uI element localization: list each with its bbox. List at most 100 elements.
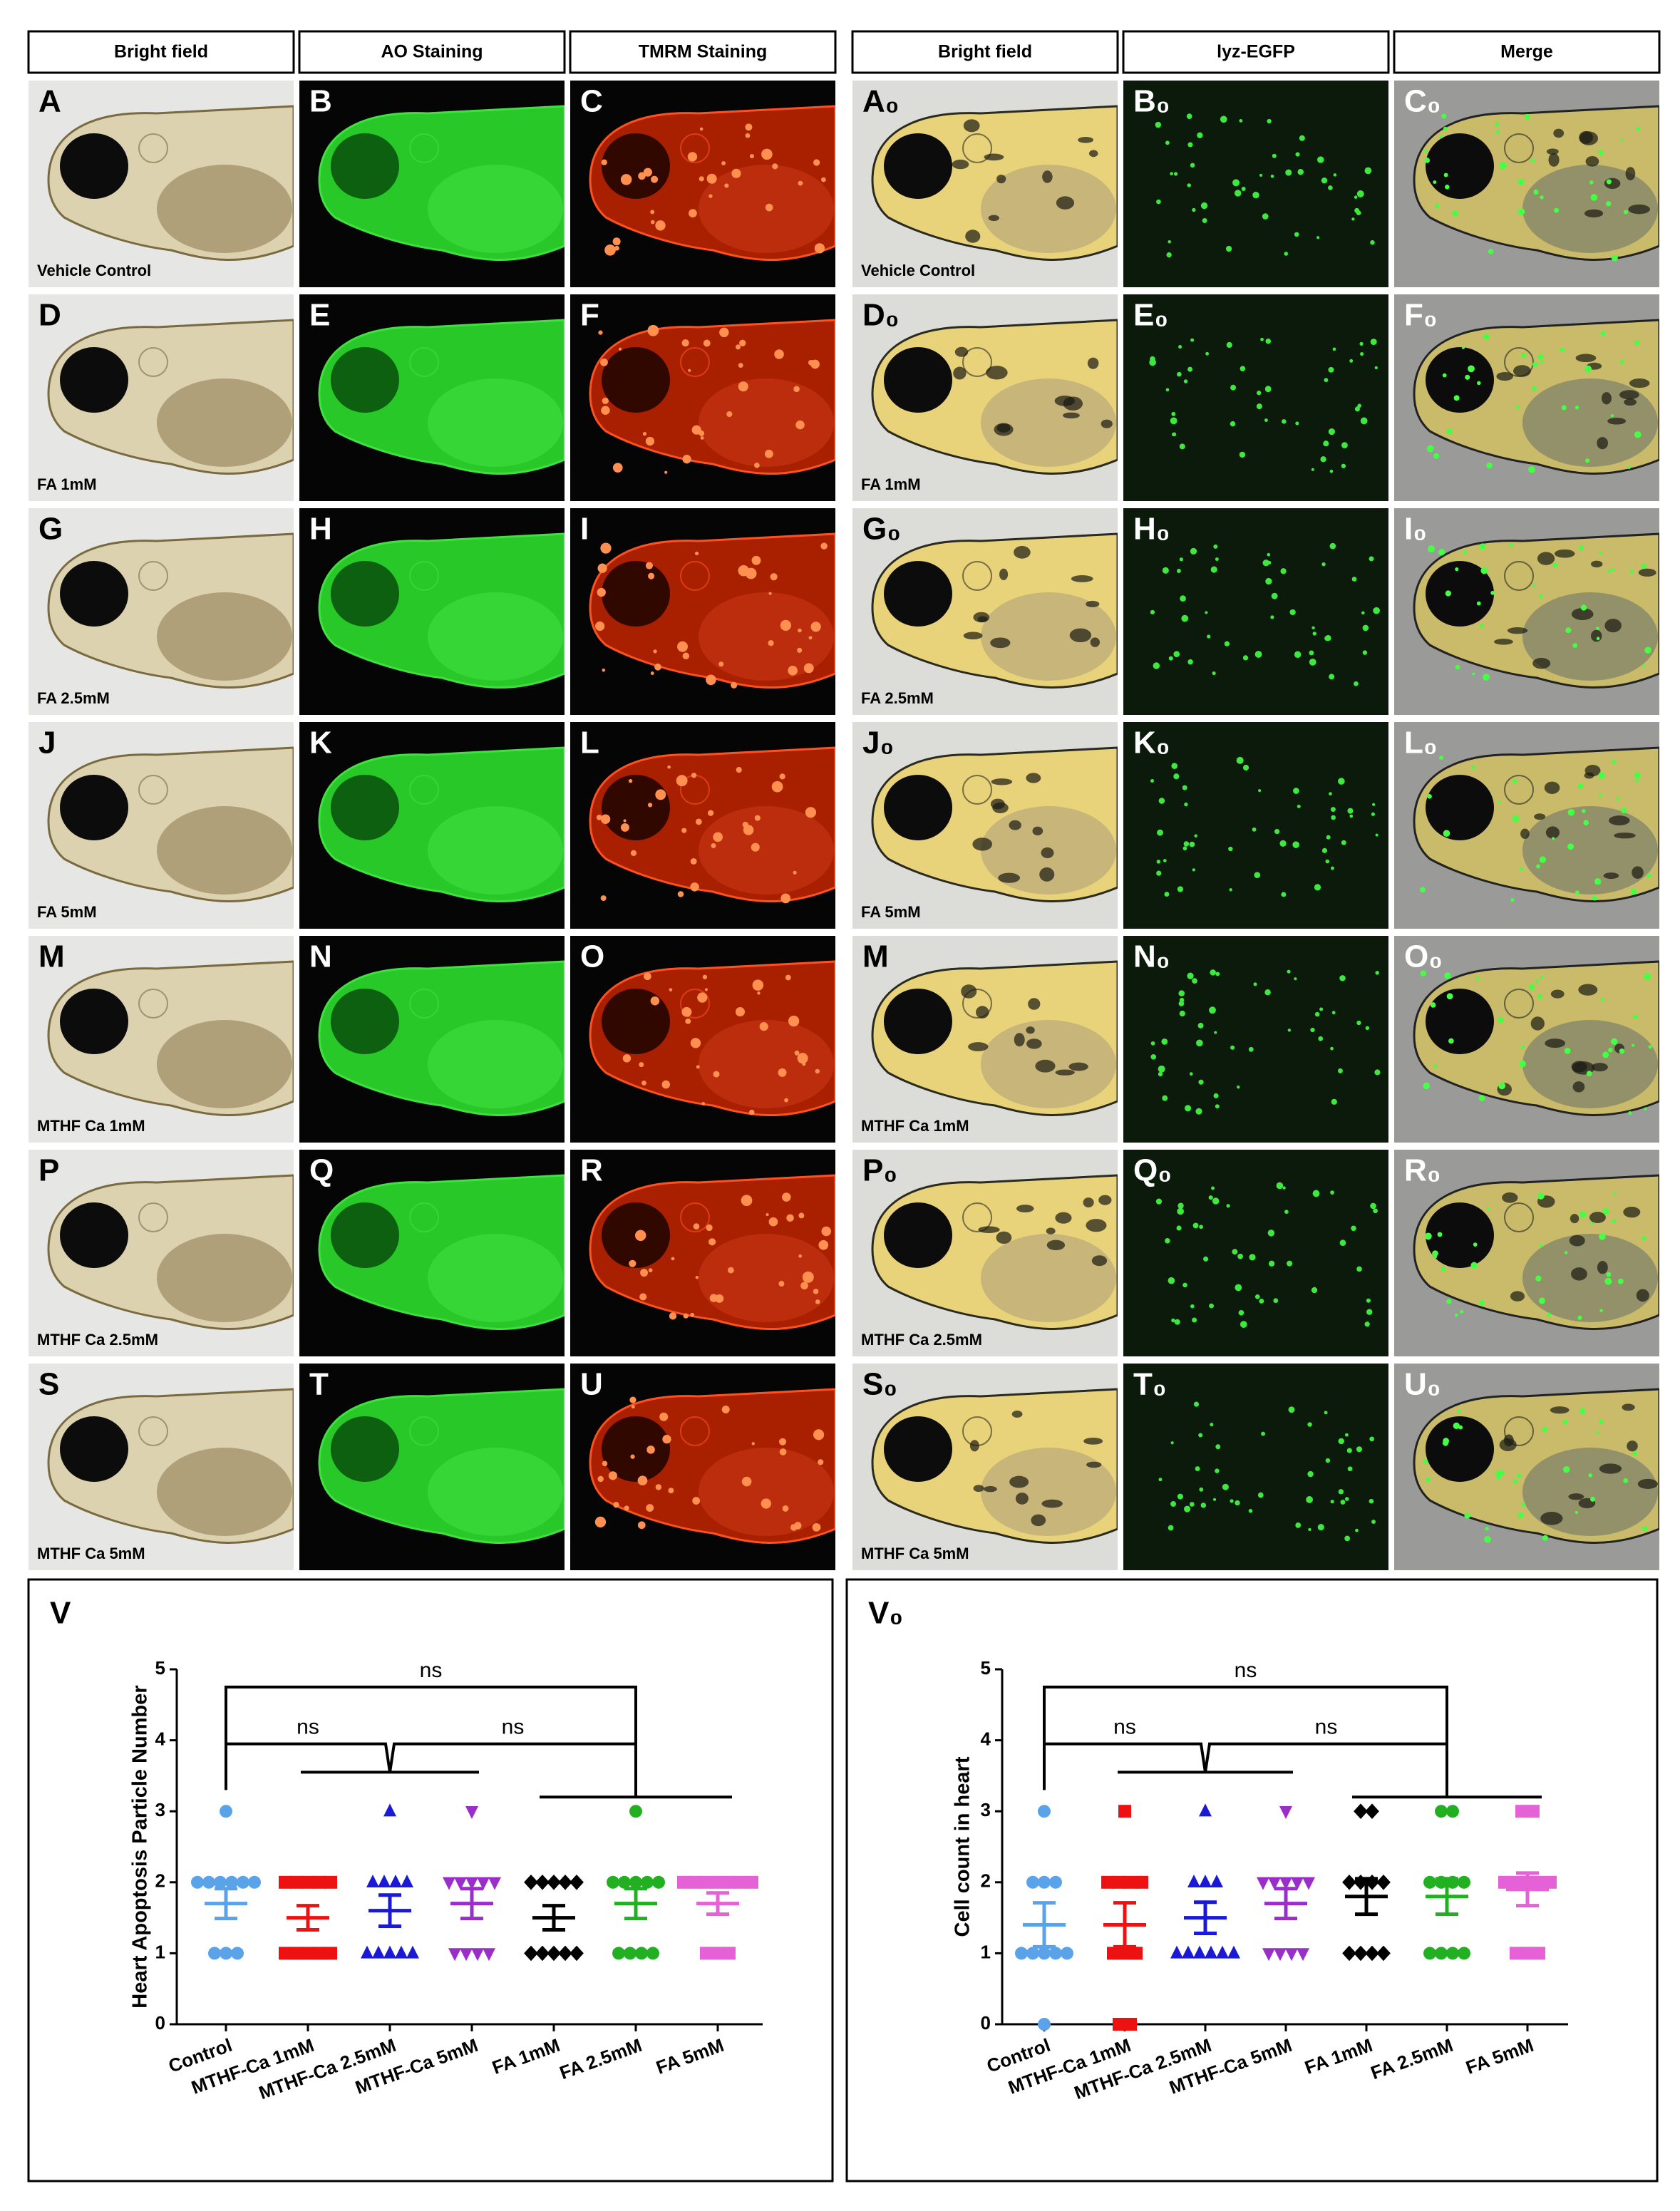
data-point <box>558 1945 572 1962</box>
image-panel <box>570 1150 835 1356</box>
data-point <box>1049 1947 1062 1960</box>
data-point <box>290 1875 303 1889</box>
panel-label: P₀ <box>862 1153 897 1188</box>
data-point <box>1187 1875 1200 1887</box>
panel-label: D <box>38 298 61 333</box>
y-tick-label: 0 <box>155 2012 165 2034</box>
data-point <box>1061 1947 1073 1960</box>
image-panel <box>1394 294 1659 501</box>
data-point <box>734 1875 747 1889</box>
data-point <box>220 1805 232 1818</box>
panel-label: B₀ <box>1133 84 1170 119</box>
data-point <box>746 1875 758 1889</box>
image-panel <box>1394 508 1659 715</box>
significance-label: ns <box>1235 1659 1257 1682</box>
image-panel <box>852 1150 1118 1356</box>
data-point <box>635 1947 648 1960</box>
data-point <box>723 1947 736 1960</box>
data-point <box>1510 1947 1522 1960</box>
data-point <box>214 1875 227 1889</box>
panel-label: H₀ <box>1133 512 1170 547</box>
image-panel <box>1123 1150 1388 1356</box>
data-point <box>1458 1875 1470 1889</box>
header-box <box>298 30 566 74</box>
data-point <box>1038 1875 1051 1889</box>
panel-label: G₀ <box>862 512 901 547</box>
significance-label: ns <box>297 1716 319 1739</box>
data-point <box>191 1875 204 1889</box>
image-panel <box>570 1364 835 1570</box>
panel-caption: MTHF Ca 1mM <box>37 1117 145 1135</box>
data-point <box>1532 1947 1545 1960</box>
chart-frame <box>27 1578 834 2182</box>
data-point <box>1342 1875 1356 1890</box>
significance-label: ns <box>420 1659 443 1682</box>
data-point <box>629 1875 642 1889</box>
data-point <box>279 1875 292 1889</box>
y-axis-title: Heart Apoptosis Particle Number <box>129 1685 152 2008</box>
image-panel <box>29 1150 294 1356</box>
significance-label: ns <box>502 1716 525 1739</box>
data-point <box>652 1875 665 1889</box>
data-point <box>1268 1877 1281 1890</box>
panel-label: I₀ <box>1404 512 1427 547</box>
data-point <box>1510 1875 1522 1889</box>
data-point <box>202 1875 215 1889</box>
image-panel <box>570 508 835 715</box>
data-point <box>1124 1875 1137 1889</box>
image-panel <box>852 936 1118 1143</box>
significance-bracket <box>225 1685 637 1798</box>
data-point <box>471 1948 484 1962</box>
image-panel <box>299 1150 565 1356</box>
data-point <box>1515 1805 1528 1818</box>
data-point <box>1026 1947 1039 1960</box>
panel-label: U <box>580 1367 603 1402</box>
image-panel <box>299 722 565 929</box>
header-box <box>1122 30 1390 74</box>
significance-label: ns <box>1315 1716 1338 1739</box>
data-point <box>488 1877 501 1890</box>
data-point <box>1038 1805 1051 1818</box>
data-point <box>460 1948 473 1962</box>
data-point <box>1216 1945 1229 1959</box>
data-point <box>1274 1948 1287 1962</box>
chart-label: V₀ <box>868 1596 903 1631</box>
panel-caption: FA 1mM <box>37 475 97 493</box>
image-panel <box>1394 936 1659 1143</box>
image-panel <box>852 1364 1118 1570</box>
panel-caption: FA 1mM <box>861 475 921 493</box>
data-point <box>711 1947 724 1960</box>
data-point <box>302 1947 314 1960</box>
panel-label: L <box>580 726 599 761</box>
panel-label: T <box>309 1367 329 1402</box>
image-panel <box>1123 936 1388 1143</box>
data-point <box>711 1875 724 1889</box>
data-point <box>1279 1806 1292 1819</box>
chart-frame <box>845 1578 1659 2182</box>
panel-label: R <box>580 1153 603 1188</box>
image-panel <box>852 294 1118 501</box>
header-box <box>27 30 295 74</box>
image-panel <box>570 722 835 929</box>
image-panel <box>1394 1150 1659 1356</box>
data-point <box>220 1947 232 1960</box>
image-panel <box>1394 1364 1659 1570</box>
data-point <box>1038 1947 1051 1960</box>
panel-caption: Vehicle Control <box>37 262 151 279</box>
data-point <box>1446 1947 1459 1960</box>
header-box <box>851 30 1119 74</box>
image-panel <box>852 722 1118 929</box>
image-panel <box>852 508 1118 715</box>
panel-label: K <box>309 726 332 761</box>
header-label: Bright field <box>114 42 208 62</box>
y-tick-label: 0 <box>981 2012 991 2034</box>
panel-label: I <box>580 512 589 547</box>
data-point <box>1124 2018 1137 2031</box>
y-axis-title: Cell count in heart <box>952 1756 974 1937</box>
data-point <box>324 1947 337 1960</box>
data-point <box>231 1947 244 1960</box>
data-point <box>448 1948 461 1962</box>
data-point <box>443 1877 455 1890</box>
data-point <box>1182 1945 1195 1959</box>
data-point <box>237 1875 249 1889</box>
